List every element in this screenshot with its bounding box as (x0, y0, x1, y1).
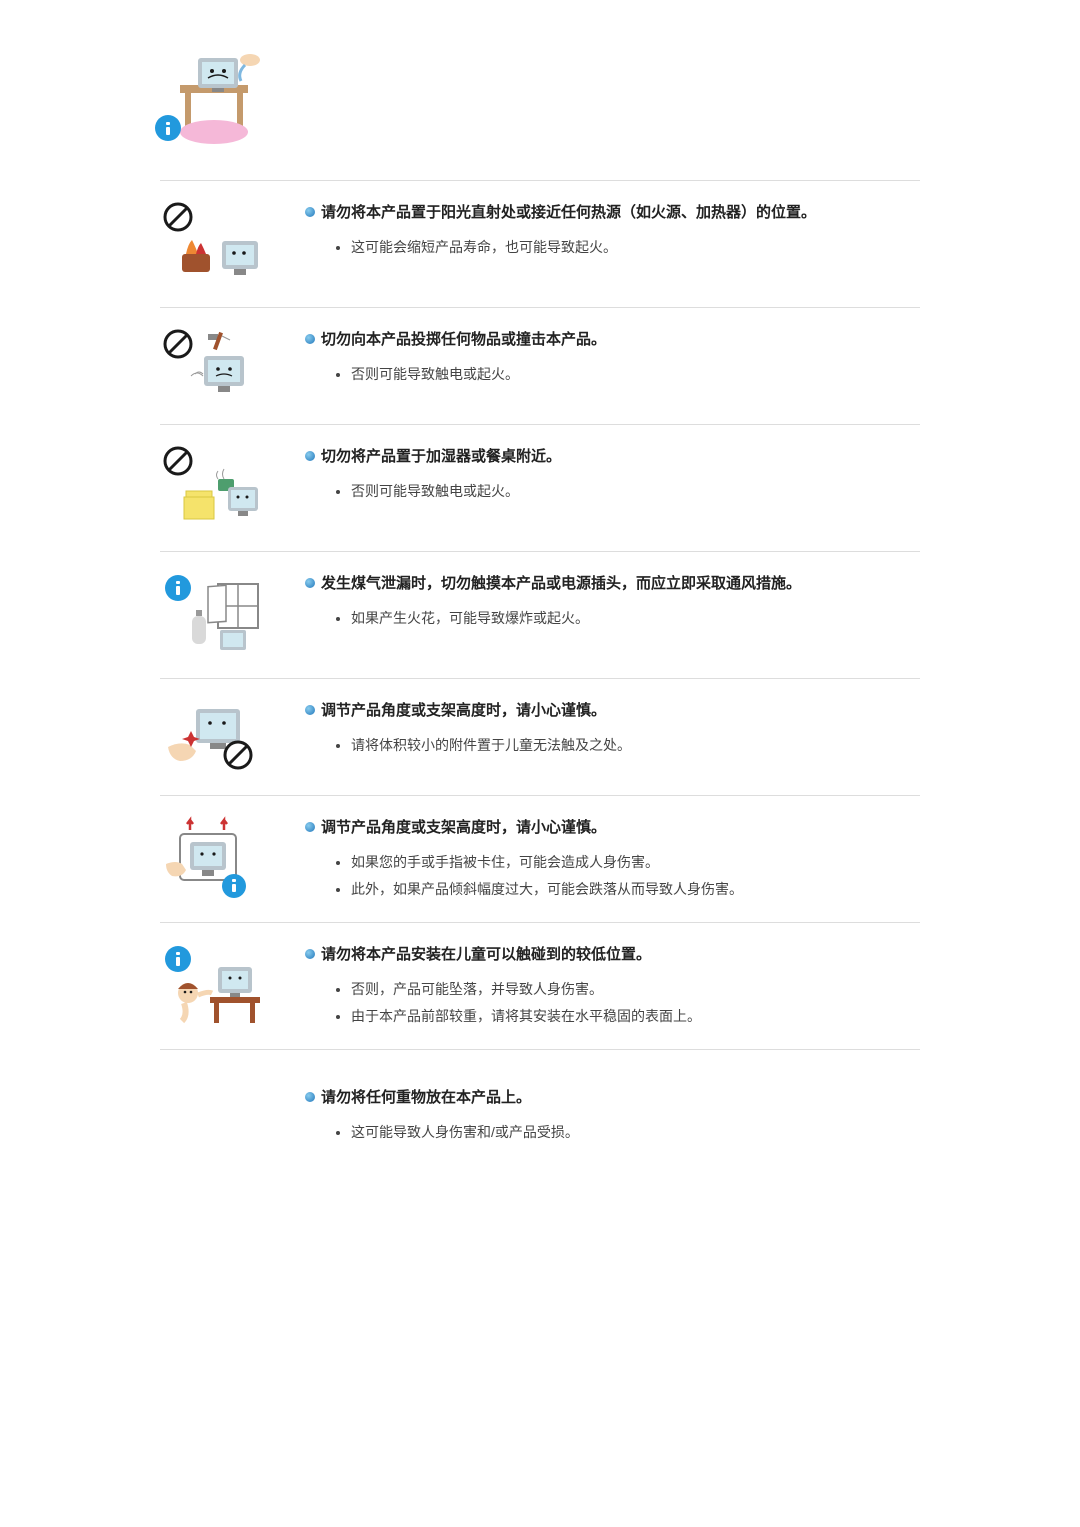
section-title: 调节产品角度或支架高度时，请小心谨慎。 (321, 699, 606, 720)
bullet-icon (305, 822, 315, 832)
detail-list: 否则可能导致触电或起火。 (305, 361, 920, 388)
bullet-icon (305, 334, 315, 344)
title-row: 切勿向本产品投掷任何物品或撞击本产品。 (305, 328, 920, 349)
section-title: 请勿将本产品安装在儿童可以触碰到的较低位置。 (321, 943, 651, 964)
title-row: 调节产品角度或支架高度时，请小心谨慎。 (305, 699, 920, 720)
bullet-icon (305, 705, 315, 715)
hand-tilt-prohibit-icon (160, 697, 270, 777)
detail-item: 否则，产品可能坠落，并导致人身伤害。 (351, 976, 920, 1003)
detail-list: 请将体积较小的附件置于儿童无法触及之处。 (305, 732, 920, 759)
title-row: 调节产品角度或支架高度时，请小心谨慎。 (305, 816, 920, 837)
section-title: 发生煤气泄漏时，切勿触摸本产品或电源插头，而应立即采取通风措施。 (321, 572, 801, 593)
detail-list: 这可能会缩短产品寿命，也可能导致起火。 (305, 234, 920, 261)
title-row: 请勿将任何重物放在本产品上。 (305, 1086, 920, 1107)
child-reach-info-icon (160, 941, 270, 1031)
detail-item: 如果产生火花，可能导致爆炸或起火。 (351, 605, 920, 632)
section-title: 切勿将产品置于加湿器或餐桌附近。 (321, 445, 561, 466)
illustration-col (160, 199, 305, 289)
top-illustration (150, 40, 920, 150)
illustration-col (160, 570, 305, 660)
title-row: 发生煤气泄漏时，切勿触摸本产品或电源插头，而应立即采取通风措施。 (305, 572, 920, 593)
bullet-icon (305, 578, 315, 588)
section-title: 调节产品角度或支架高度时，请小心谨慎。 (321, 816, 606, 837)
text-col: 调节产品角度或支架高度时，请小心谨慎。 请将体积较小的附件置于儿童无法触及之处。 (305, 697, 920, 759)
illustration-col (160, 941, 305, 1031)
safety-section: 请勿将本产品安装在儿童可以触碰到的较低位置。 否则，产品可能坠落，并导致人身伤害… (160, 922, 920, 1049)
illustration-col (160, 1068, 305, 1138)
detail-item: 否则可能导致触电或起火。 (351, 478, 920, 505)
safety-section: 调节产品角度或支架高度时，请小心谨慎。 如果您的手或手指被卡住，可能会造成人身伤… (160, 795, 920, 922)
text-col: 请勿将本产品置于阳光直射处或接近任何热源（如火源、加热器）的位置。 这可能会缩短… (305, 199, 920, 261)
text-col: 请勿将任何重物放在本产品上。 这可能导致人身伤害和/或产品受损。 (305, 1068, 920, 1146)
throw-prohibit-icon (160, 326, 270, 406)
bullet-icon (305, 1092, 315, 1102)
section-title: 请勿将本产品置于阳光直射处或接近任何热源（如火源、加热器）的位置。 (321, 201, 816, 222)
illustration-col (160, 697, 305, 777)
safety-section: 调节产品角度或支架高度时，请小心谨慎。 请将体积较小的附件置于儿童无法触及之处。 (160, 678, 920, 795)
illustration-col (160, 814, 305, 904)
text-col: 调节产品角度或支架高度时，请小心谨慎。 如果您的手或手指被卡住，可能会造成人身伤… (305, 814, 920, 902)
title-row: 切勿将产品置于加湿器或餐桌附近。 (305, 445, 920, 466)
title-row: 请勿将本产品安装在儿童可以触碰到的较低位置。 (305, 943, 920, 964)
detail-item: 请将体积较小的附件置于儿童无法触及之处。 (351, 732, 920, 759)
safety-section: 请勿将任何重物放在本产品上。 这可能导致人身伤害和/或产品受损。 (160, 1049, 920, 1164)
bullet-icon (305, 949, 315, 959)
humidifier-prohibit-icon (160, 443, 270, 533)
gas-leak-info-icon (160, 570, 270, 660)
bullet-icon (305, 451, 315, 461)
safety-section: 切勿将产品置于加湿器或餐桌附近。 否则可能导致触电或起火。 (160, 424, 920, 551)
detail-item: 这可能会缩短产品寿命，也可能导致起火。 (351, 234, 920, 261)
bullet-icon (305, 207, 315, 217)
detail-item: 如果您的手或手指被卡住，可能会造成人身伤害。 (351, 849, 920, 876)
detail-list: 否则，产品可能坠落，并导致人身伤害。 由于本产品前部较重，请将其安装在水平稳固的… (305, 976, 920, 1029)
arrows-tilt-info-icon (160, 814, 270, 904)
detail-item: 此外，如果产品倾斜幅度过大，可能会跌落从而导致人身伤害。 (351, 876, 920, 903)
illustration-col (160, 326, 305, 406)
detail-list: 如果产生火花，可能导致爆炸或起火。 (305, 605, 920, 632)
section-title: 切勿向本产品投掷任何物品或撞击本产品。 (321, 328, 606, 349)
section-title: 请勿将任何重物放在本产品上。 (321, 1086, 531, 1107)
heater-prohibit-icon (160, 199, 270, 289)
detail-item: 由于本产品前部较重，请将其安装在水平稳固的表面上。 (351, 1003, 920, 1030)
detail-list: 否则可能导致触电或起火。 (305, 478, 920, 505)
text-col: 切勿向本产品投掷任何物品或撞击本产品。 否则可能导致触电或起火。 (305, 326, 920, 388)
text-col: 请勿将本产品安装在儿童可以触碰到的较低位置。 否则，产品可能坠落，并导致人身伤害… (305, 941, 920, 1029)
safety-section: 发生煤气泄漏时，切勿触摸本产品或电源插头，而应立即采取通风措施。 如果产生火花，… (160, 551, 920, 678)
detail-item: 否则可能导致触电或起火。 (351, 361, 920, 388)
title-row: 请勿将本产品置于阳光直射处或接近任何热源（如火源、加热器）的位置。 (305, 201, 920, 222)
text-col: 切勿将产品置于加湿器或餐桌附近。 否则可能导致触电或起火。 (305, 443, 920, 505)
detail-item: 这可能导致人身伤害和/或产品受损。 (351, 1119, 920, 1146)
monitor-water-icon (150, 40, 270, 150)
safety-section: 请勿将本产品置于阳光直射处或接近任何热源（如火源、加热器）的位置。 这可能会缩短… (160, 180, 920, 307)
text-col: 发生煤气泄漏时，切勿触摸本产品或电源插头，而应立即采取通风措施。 如果产生火花，… (305, 570, 920, 632)
detail-list: 如果您的手或手指被卡住，可能会造成人身伤害。 此外，如果产品倾斜幅度过大，可能会… (305, 849, 920, 902)
document-container: 请勿将本产品置于阳光直射处或接近任何热源（如火源、加热器）的位置。 这可能会缩短… (160, 40, 920, 1164)
illustration-col (160, 443, 305, 533)
detail-list: 这可能导致人身伤害和/或产品受损。 (305, 1119, 920, 1146)
safety-section: 切勿向本产品投掷任何物品或撞击本产品。 否则可能导致触电或起火。 (160, 307, 920, 424)
